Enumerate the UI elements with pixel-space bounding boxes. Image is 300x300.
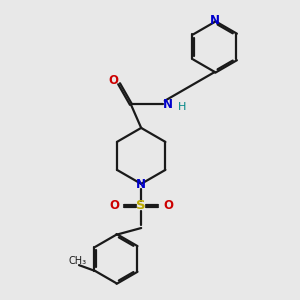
Text: CH₃: CH₃ bbox=[68, 256, 87, 266]
Text: N: N bbox=[163, 98, 173, 111]
Text: O: O bbox=[109, 200, 119, 212]
Text: O: O bbox=[109, 74, 119, 87]
Text: N: N bbox=[210, 14, 220, 27]
Text: O: O bbox=[163, 200, 173, 212]
Text: S: S bbox=[136, 200, 146, 212]
Text: N: N bbox=[136, 178, 146, 191]
Text: H: H bbox=[178, 102, 186, 112]
